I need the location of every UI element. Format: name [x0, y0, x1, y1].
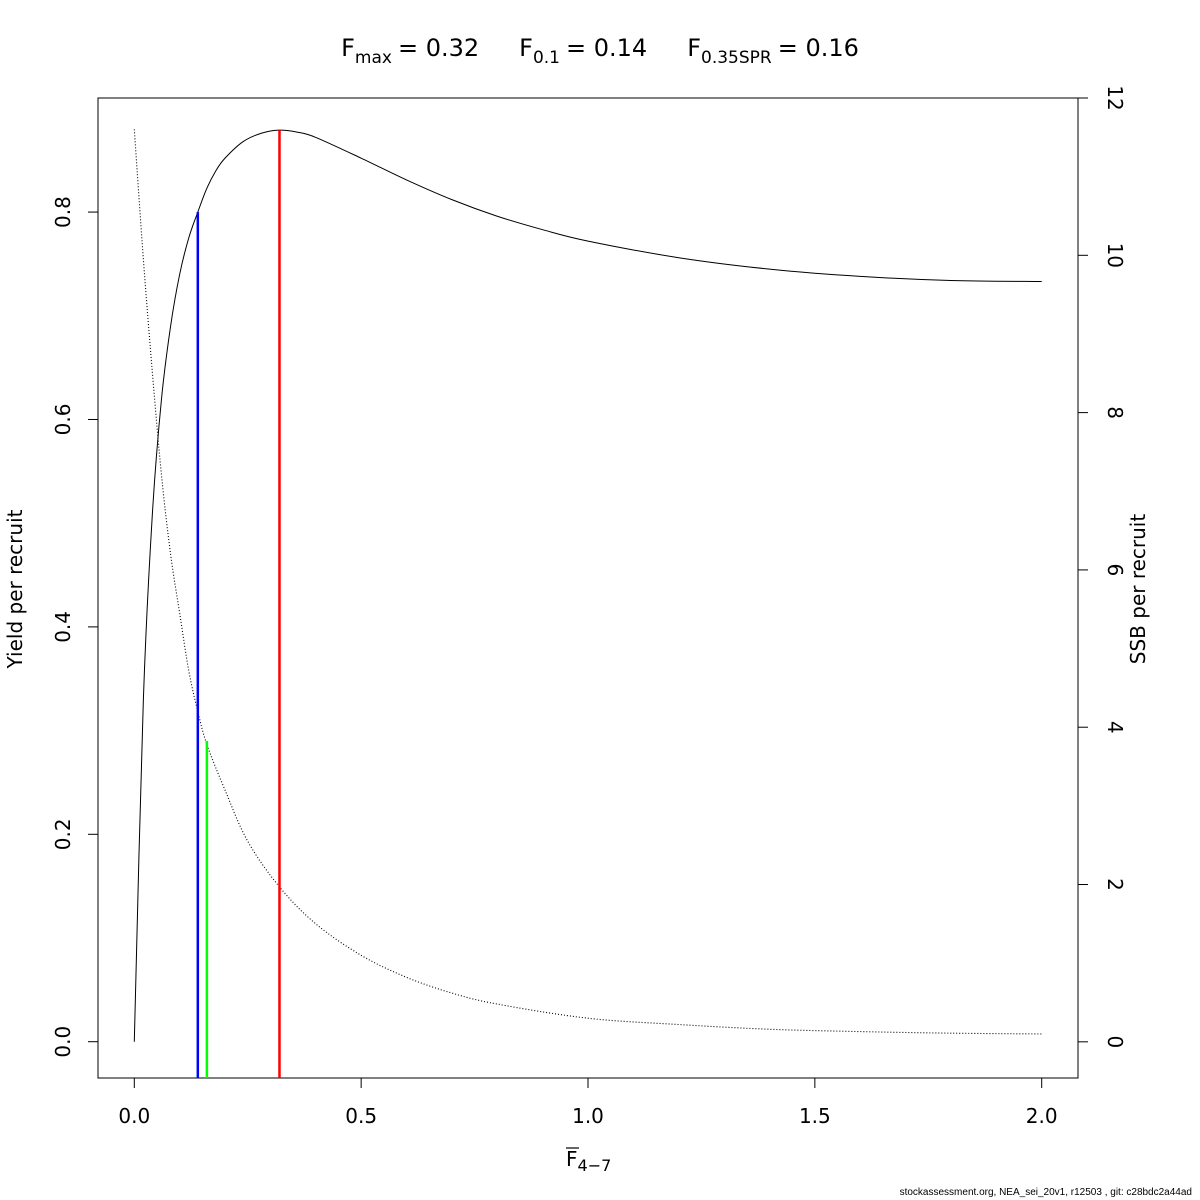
title-subscript: 0.1: [533, 48, 560, 68]
y-left-tick-label: 0.4: [51, 611, 75, 643]
title-value: = 0.32: [398, 34, 479, 62]
y-right-tick-label: 10: [1103, 243, 1127, 268]
y-right-tick-label: 2: [1103, 878, 1127, 891]
title-subscript: max: [355, 48, 392, 68]
x-tick-label: 1.0: [572, 1104, 604, 1128]
y-right-tick-label: 0: [1103, 1035, 1127, 1048]
series-ssb-per-recruit: [133, 129, 1042, 1035]
y-left-tick-label: 0.0: [51, 1026, 75, 1058]
chart-title: Fmax = 0.32 F0.1 = 0.14 F0.35SPR = 0.16: [341, 34, 859, 68]
y-left-tick-label: 0.6: [51, 404, 75, 436]
x-tick-label: 0.0: [118, 1104, 150, 1128]
chart-title-text: Fmax = 0.32 F0.1 = 0.14 F0.35SPR = 0.16: [341, 34, 859, 68]
y-axis-left-label: Yield per recruit: [3, 509, 27, 669]
x-tick-label: 1.5: [799, 1104, 831, 1128]
x-label-subscript: 4−7: [578, 1156, 612, 1175]
series-yield-per-recruit: [133, 129, 1042, 1042]
x-axis-label: F4−7: [566, 1147, 611, 1175]
y-axis-right: 0 2 4 6 8 10 12: [1078, 85, 1127, 1048]
x-label-symbol: F: [566, 1147, 578, 1171]
x-tick-label: 0.5: [345, 1104, 377, 1128]
series-group: [133, 129, 1042, 1042]
title-symbol: F: [519, 34, 533, 62]
x-tick-label: 2.0: [1026, 1104, 1058, 1128]
title-symbol: F: [687, 34, 701, 62]
y-left-tick-label: 0.2: [51, 818, 75, 850]
reference-lines: [196, 130, 281, 1078]
title-value: = 0.16: [778, 34, 859, 62]
y-right-tick-label: 6: [1103, 564, 1127, 577]
y-axis-left: 0.0 0.2 0.4 0.6 0.8: [51, 196, 98, 1058]
y-right-tick-label: 8: [1103, 406, 1127, 419]
y-axis-right-label: SSB per recruit: [1126, 514, 1150, 665]
y-left-tick-label: 0.8: [51, 196, 75, 228]
title-subscript: 0.35SPR: [701, 48, 772, 68]
title-value: = 0.14: [566, 34, 647, 62]
footer-source: stockassessment.org, NEA_sei_20v1, r1250…: [899, 1187, 1192, 1198]
y-right-tick-label: 12: [1103, 85, 1127, 110]
x-axis-label-text: F4−7: [566, 1147, 611, 1175]
y-right-tick-label: 4: [1103, 721, 1127, 734]
title-symbol: F: [341, 34, 355, 62]
plot-frame: [97, 97, 1079, 1079]
x-axis: 0.0 0.5 1.0 1.5 2.0: [118, 1078, 1058, 1128]
